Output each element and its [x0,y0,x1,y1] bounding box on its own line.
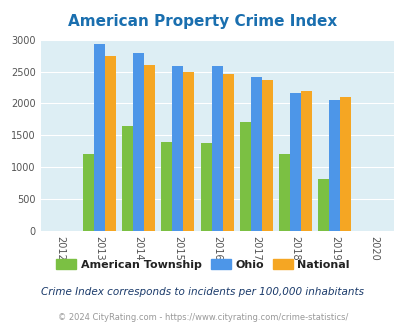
Bar [211,66,222,231]
Text: American Property Crime Index: American Property Crime Index [68,14,337,29]
Bar [133,53,144,231]
Bar [222,74,233,231]
Bar [301,91,311,231]
Bar [172,66,183,231]
Bar [183,72,194,231]
Bar [250,77,261,231]
Bar [83,154,94,231]
Text: Crime Index corresponds to incidents per 100,000 inhabitants: Crime Index corresponds to incidents per… [41,287,364,297]
Bar [105,56,116,231]
Bar [239,122,250,231]
Bar [261,81,272,231]
Bar [200,143,211,231]
Legend: American Township, Ohio, National: American Township, Ohio, National [52,255,353,274]
Bar [279,154,290,231]
Bar [122,126,133,231]
Bar [340,97,351,231]
Bar [144,65,155,231]
Bar [328,100,340,231]
Bar [318,179,328,231]
Bar [290,92,301,231]
Bar [161,142,172,231]
Bar [94,44,105,231]
Text: © 2024 CityRating.com - https://www.cityrating.com/crime-statistics/: © 2024 CityRating.com - https://www.city… [58,313,347,322]
